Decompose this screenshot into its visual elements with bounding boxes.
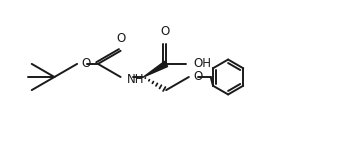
Text: O: O (81, 57, 91, 70)
Text: OH: OH (194, 57, 212, 70)
Polygon shape (143, 61, 168, 77)
Text: O: O (160, 25, 170, 38)
Text: O: O (193, 71, 202, 83)
Text: O: O (116, 32, 125, 45)
Text: NH: NH (127, 73, 144, 86)
